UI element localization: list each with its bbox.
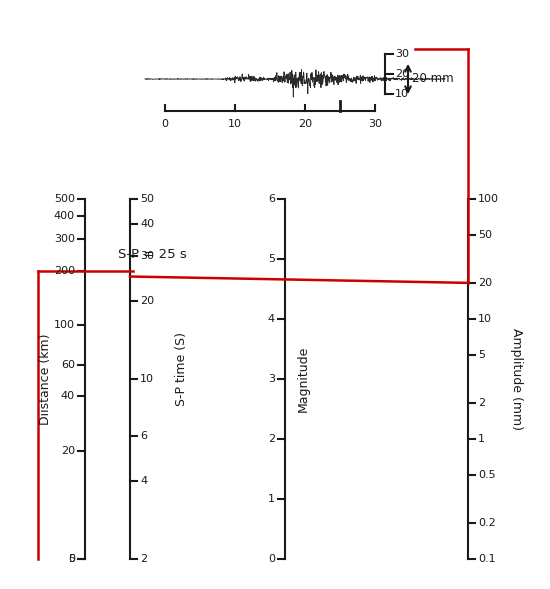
Text: 40: 40 bbox=[140, 219, 154, 229]
Text: 50: 50 bbox=[478, 230, 492, 240]
Text: 2: 2 bbox=[140, 554, 147, 564]
Text: 0: 0 bbox=[162, 119, 168, 129]
Text: 60: 60 bbox=[61, 360, 75, 370]
Text: Amplitude (mm): Amplitude (mm) bbox=[509, 328, 522, 430]
Text: 500: 500 bbox=[54, 194, 75, 204]
Text: 20 mm: 20 mm bbox=[412, 72, 454, 85]
Text: 20: 20 bbox=[298, 119, 312, 129]
Text: 30: 30 bbox=[395, 49, 409, 59]
Text: 5: 5 bbox=[478, 350, 485, 360]
Text: 300: 300 bbox=[54, 234, 75, 244]
Text: 200: 200 bbox=[54, 266, 75, 276]
Text: 20: 20 bbox=[395, 69, 409, 79]
Text: 20: 20 bbox=[140, 296, 154, 306]
Text: 400: 400 bbox=[54, 211, 75, 221]
Text: 4: 4 bbox=[268, 314, 275, 324]
Text: 20: 20 bbox=[478, 278, 492, 288]
Text: 0: 0 bbox=[268, 554, 275, 564]
Text: 3: 3 bbox=[268, 374, 275, 384]
Text: 30: 30 bbox=[368, 119, 382, 129]
Text: 6: 6 bbox=[140, 431, 147, 441]
Text: 0: 0 bbox=[68, 554, 75, 564]
Text: 5: 5 bbox=[268, 254, 275, 264]
Text: 0.1: 0.1 bbox=[478, 554, 496, 564]
Text: 50: 50 bbox=[140, 194, 154, 204]
Text: 6: 6 bbox=[268, 194, 275, 204]
Text: 100: 100 bbox=[54, 320, 75, 330]
Text: 2: 2 bbox=[268, 434, 275, 444]
Text: 10: 10 bbox=[478, 314, 492, 324]
Text: S-P time (S): S-P time (S) bbox=[175, 332, 189, 406]
Text: 30: 30 bbox=[140, 251, 154, 261]
Text: 20: 20 bbox=[61, 446, 75, 456]
Text: Magnitude: Magnitude bbox=[296, 346, 310, 412]
Text: 1: 1 bbox=[268, 494, 275, 504]
Text: 10: 10 bbox=[140, 374, 154, 384]
Text: 0.2: 0.2 bbox=[478, 518, 496, 528]
Text: 10: 10 bbox=[228, 119, 242, 129]
Text: 40: 40 bbox=[61, 392, 75, 402]
Text: 10: 10 bbox=[395, 89, 409, 99]
Text: 2: 2 bbox=[478, 398, 485, 408]
Text: 4: 4 bbox=[140, 477, 147, 487]
Text: 5: 5 bbox=[68, 554, 75, 564]
Text: Diistance (km): Diistance (km) bbox=[39, 333, 52, 425]
Text: S-P = 25 s: S-P = 25 s bbox=[118, 247, 187, 260]
Text: 0.5: 0.5 bbox=[478, 470, 496, 480]
Text: 1: 1 bbox=[478, 434, 485, 444]
Text: 100: 100 bbox=[478, 194, 499, 204]
